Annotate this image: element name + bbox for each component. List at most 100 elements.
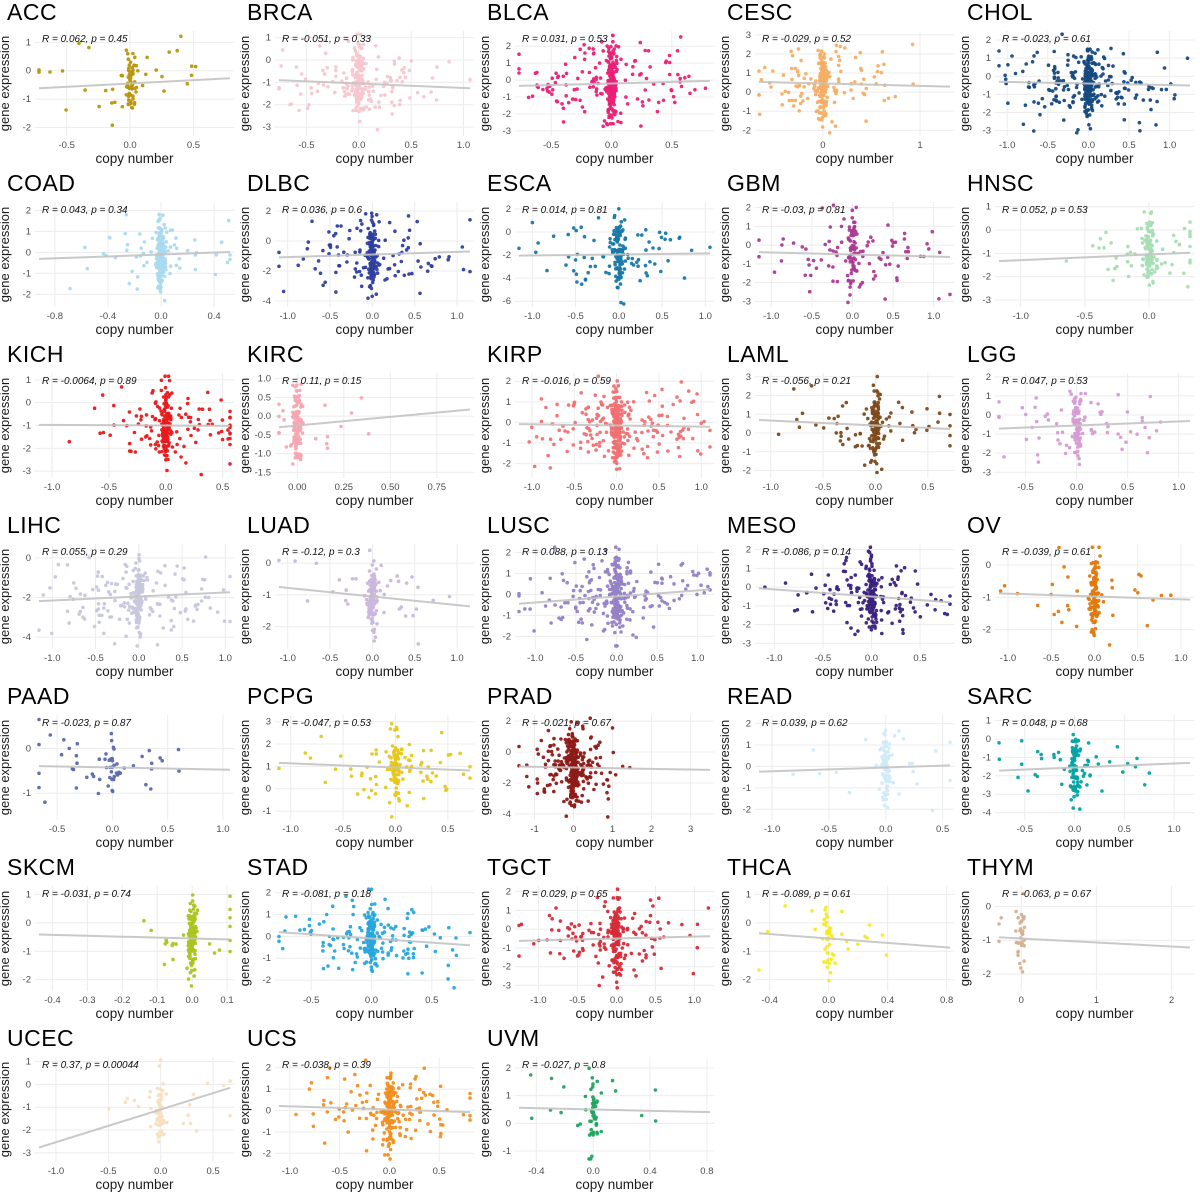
data-point xyxy=(350,83,354,88)
data-point xyxy=(896,400,901,405)
y-axis-label: gene expression xyxy=(0,378,12,473)
data-point xyxy=(591,443,596,448)
data-point xyxy=(1151,281,1155,285)
y-tick-label: 2 xyxy=(26,205,31,216)
data-point xyxy=(682,276,687,280)
data-point xyxy=(335,224,340,228)
data-point xyxy=(647,240,651,244)
data-point xyxy=(139,437,144,441)
data-point xyxy=(612,575,617,579)
data-point xyxy=(178,406,182,411)
data-point xyxy=(389,578,393,583)
data-point xyxy=(172,243,177,247)
data-point xyxy=(612,384,616,388)
data-point xyxy=(154,581,159,585)
data-point xyxy=(615,413,620,418)
data-point xyxy=(864,86,869,91)
x-tick-label: 0.0 xyxy=(366,311,379,322)
data-point xyxy=(1159,87,1164,92)
data-point xyxy=(819,91,824,95)
data-point xyxy=(373,232,378,237)
data-point xyxy=(810,610,815,614)
x-axis-label: copy number xyxy=(95,664,174,679)
data-point xyxy=(192,426,197,430)
data-point xyxy=(225,260,230,265)
data-point xyxy=(1106,78,1111,82)
data-point xyxy=(1034,396,1038,400)
data-point xyxy=(586,609,591,613)
data-point xyxy=(804,247,808,251)
data-point xyxy=(277,558,281,563)
data-point xyxy=(1094,591,1098,596)
data-point xyxy=(1074,55,1078,60)
data-point xyxy=(598,430,602,435)
data-point xyxy=(145,260,149,265)
data-point xyxy=(797,109,801,113)
x-axis-label: copy number xyxy=(1055,664,1134,679)
data-point xyxy=(391,86,395,90)
data-point xyxy=(633,58,638,63)
correlation-annotation: R = -0.029, p = 0.52 xyxy=(762,34,851,45)
data-point xyxy=(425,774,429,778)
data-point xyxy=(876,445,881,450)
data-point xyxy=(860,607,864,611)
data-point xyxy=(563,601,567,605)
data-point xyxy=(671,94,676,99)
data-point xyxy=(618,274,622,278)
data-point xyxy=(621,228,625,232)
data-point xyxy=(612,612,616,616)
data-point xyxy=(866,240,870,244)
data-point xyxy=(545,86,549,91)
data-point xyxy=(157,278,161,282)
data-point xyxy=(1038,112,1042,117)
data-point xyxy=(374,782,379,787)
data-point xyxy=(818,56,822,60)
trend-line xyxy=(998,80,1191,87)
x-tick-label: -1.0 xyxy=(44,482,60,493)
x-tick-label: -0.5 xyxy=(815,653,831,664)
data-point xyxy=(372,586,377,590)
data-point xyxy=(50,631,54,636)
data-point xyxy=(67,621,71,625)
data-point xyxy=(1062,98,1066,103)
y-tick-label: -2 xyxy=(263,266,271,277)
data-point xyxy=(616,617,620,621)
data-point xyxy=(616,558,621,563)
data-point xyxy=(814,266,819,270)
data-point xyxy=(368,262,373,266)
x-tick-label: -0.5 xyxy=(566,482,582,493)
data-point xyxy=(549,621,553,625)
data-point xyxy=(612,47,616,51)
data-point xyxy=(354,270,359,274)
panel-esca: ESCA R = 0.014, p = 0.81 2 0 -2 -4 -6 -1.0 -0.5 0… xyxy=(480,171,720,342)
data-point xyxy=(1140,241,1145,245)
data-point xyxy=(809,572,814,576)
x-axis-label: copy number xyxy=(1055,151,1134,166)
data-point xyxy=(119,73,124,78)
y-tick-label: 0 xyxy=(26,398,31,409)
data-point xyxy=(827,131,832,135)
data-point xyxy=(614,404,618,409)
data-point xyxy=(592,566,596,571)
data-point xyxy=(189,73,194,78)
data-point xyxy=(804,72,808,76)
data-point xyxy=(1097,246,1101,250)
data-point xyxy=(1172,96,1176,101)
data-point xyxy=(883,263,888,267)
data-point xyxy=(150,391,154,395)
data-point xyxy=(623,596,628,600)
data-point xyxy=(578,588,582,593)
data-point xyxy=(135,583,140,587)
data-point xyxy=(590,436,594,441)
data-point xyxy=(611,445,616,450)
y-axis-label: gene expression xyxy=(0,549,12,644)
data-point xyxy=(357,96,362,101)
y-tick-label: -1.5 xyxy=(255,467,271,478)
data-point xyxy=(356,53,361,58)
data-point xyxy=(616,119,620,124)
data-point xyxy=(845,578,849,582)
data-point xyxy=(193,238,197,242)
data-point xyxy=(619,630,623,634)
data-point xyxy=(1060,32,1064,36)
data-point xyxy=(632,446,636,450)
